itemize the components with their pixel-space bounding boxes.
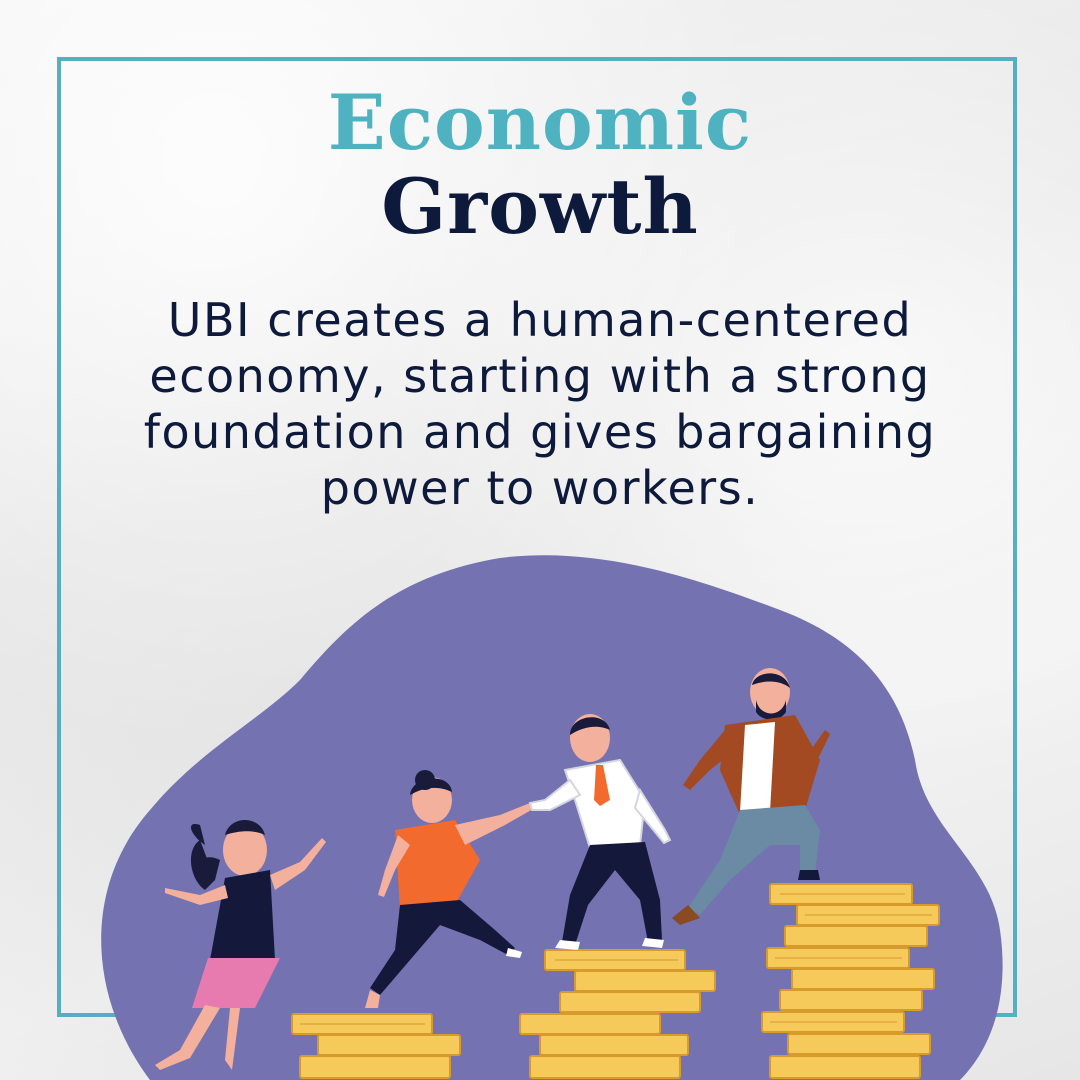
woman-orange-shirt-icon	[365, 770, 533, 1008]
coin-stack-icon	[291, 883, 940, 1079]
woman-pink-skirt-icon	[155, 820, 326, 1070]
title-economic: Economic	[327, 78, 753, 167]
bearded-man-icon	[672, 668, 830, 925]
man-white-shirt-icon	[528, 714, 672, 950]
people-climbing-coins-illustration	[101, 555, 1003, 1080]
title-growth: Growth	[381, 162, 699, 251]
body-text: UBI creates a human-centered economy, st…	[143, 293, 937, 515]
